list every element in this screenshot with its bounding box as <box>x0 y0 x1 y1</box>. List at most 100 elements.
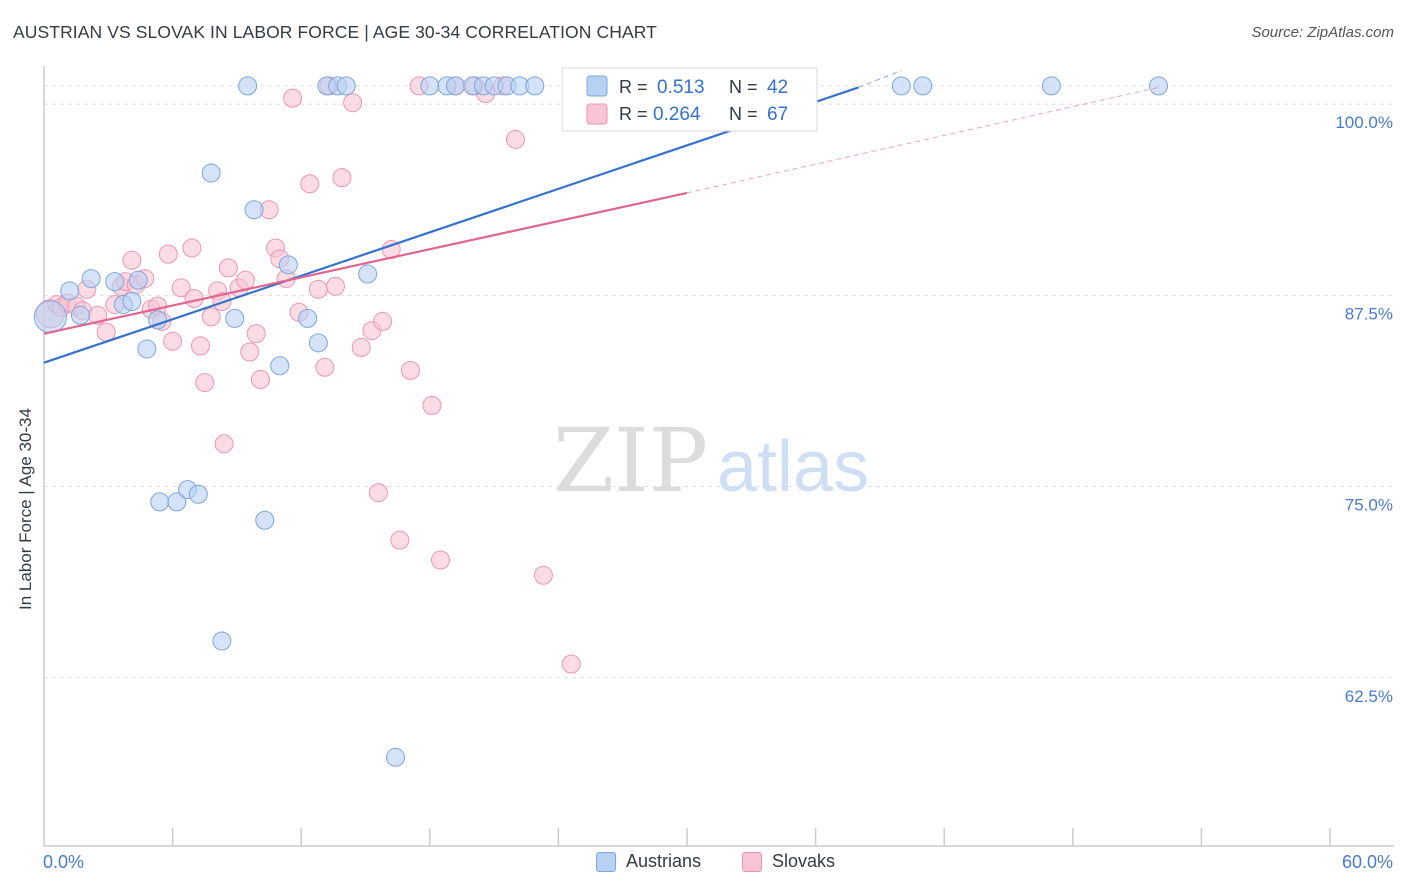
legend-swatch-slovaks <box>586 103 608 125</box>
data-point-slovak <box>235 270 255 290</box>
watermark-atlas: atlas <box>717 427 869 507</box>
y-tick-label: 100.0% <box>1335 113 1393 132</box>
data-point-slovak <box>332 168 352 188</box>
data-point-austrian <box>386 747 406 767</box>
legend-item-slovaks[interactable]: Slovaks <box>742 851 835 872</box>
legend-r-value-slovaks: 0.264 <box>653 104 701 125</box>
legend-label-slovaks: Slovaks <box>772 851 836 871</box>
data-point-austrian <box>913 76 933 96</box>
data-point-austrian <box>225 308 245 328</box>
grid-layer <box>44 85 1394 679</box>
legend-item-austrians[interactable]: Austrians <box>596 851 701 872</box>
series-slovaks <box>35 76 616 674</box>
data-point-slovak <box>373 311 393 331</box>
legend-r-value-austrians: 0.513 <box>657 77 705 98</box>
data-point-austrian <box>201 163 221 183</box>
data-point-slovak <box>122 250 142 270</box>
data-point-austrian <box>81 269 101 289</box>
data-point-slovak <box>401 360 421 380</box>
data-point-austrian <box>148 310 168 330</box>
data-point-austrian <box>278 255 298 275</box>
watermark-zip: ZIP <box>553 409 708 512</box>
legend-swatch-slovaks <box>742 851 762 872</box>
legend-swatch-austrians <box>596 851 616 872</box>
data-point-slovak <box>250 370 270 390</box>
chart-title: AUSTRIAN VS SLOVAK IN LABOR FORCE | AGE … <box>13 22 657 42</box>
data-point-austrian <box>336 76 356 96</box>
data-point-austrian <box>60 281 80 301</box>
data-point-austrian <box>188 484 208 504</box>
data-point-austrian <box>420 76 440 96</box>
data-point-austrian <box>270 356 290 376</box>
data-point-slovak <box>171 278 191 298</box>
data-point-austrian <box>358 264 378 284</box>
legend-label-austrians: Austrians <box>626 851 702 871</box>
data-point-austrian <box>525 76 545 96</box>
data-point-austrian <box>891 76 911 96</box>
y-tick-label: 75.0% <box>1345 496 1393 515</box>
legend-n-label: N = <box>729 104 758 124</box>
data-point-austrian <box>33 300 67 334</box>
data-point-slovak <box>195 373 215 393</box>
x-axis-max-label: 60.0% <box>1341 852 1393 872</box>
data-point-slovak <box>190 336 210 356</box>
data-point-slovak <box>351 337 371 357</box>
data-point-austrian <box>212 631 232 651</box>
legend-box: R = 0.513 N = 42 R = 0.264 N = 67 <box>561 67 818 132</box>
y-tick-label: 87.5% <box>1345 304 1393 323</box>
data-point-austrian <box>137 339 157 359</box>
data-point-slovak <box>218 258 238 278</box>
series-austrians <box>33 76 1169 767</box>
data-point-slovak <box>300 174 320 194</box>
data-point-slovak <box>422 396 442 416</box>
data-point-austrian <box>122 292 142 312</box>
data-point-austrian <box>1041 76 1061 96</box>
data-point-slovak <box>283 88 303 108</box>
trend-line-slovaks <box>43 191 688 335</box>
data-point-austrian <box>128 270 148 290</box>
chart-source: Source: ZipAtlas.com <box>1251 24 1394 41</box>
legend-r-label: R = <box>619 77 648 97</box>
data-point-slovak <box>182 238 202 258</box>
data-point-slovak <box>315 357 335 377</box>
trend-line-austrians-extension <box>858 70 902 88</box>
data-point-austrian <box>150 492 170 512</box>
data-point-slovak <box>561 654 581 674</box>
data-point-austrian <box>70 305 90 325</box>
data-point-austrian <box>255 510 275 530</box>
data-point-austrian <box>244 200 264 220</box>
data-point-austrian <box>105 272 125 292</box>
data-point-slovak <box>158 244 178 264</box>
data-point-slovak <box>246 324 266 344</box>
data-point-slovak <box>390 530 410 550</box>
legend-n-value-austrians: 42 <box>767 77 788 98</box>
data-point-austrian <box>167 492 187 512</box>
watermark: ZIP atlas <box>553 409 869 512</box>
data-point-austrian <box>298 308 318 328</box>
data-point-austrian <box>238 76 258 96</box>
legend-r-label: R = <box>619 104 648 124</box>
data-point-austrian <box>446 76 466 96</box>
y-tick-labels: 62.5% 75.0% 87.5% 100.0% <box>1335 113 1393 706</box>
data-point-austrian <box>308 333 328 353</box>
data-point-slovak <box>343 93 363 113</box>
legend-n-value-slovaks: 67 <box>767 104 788 125</box>
data-point-slovak <box>214 434 234 454</box>
data-point-slovak <box>506 129 526 149</box>
legend-swatch-austrians <box>586 75 608 97</box>
data-point-slovak <box>325 276 345 296</box>
bottom-legend: Austrians Slovaks <box>0 851 1406 877</box>
legend-n-label: N = <box>729 77 758 97</box>
data-point-austrian <box>1149 76 1169 96</box>
data-point-slovak <box>368 483 388 503</box>
y-tick-label: 62.5% <box>1345 687 1393 706</box>
data-point-slovak <box>163 331 183 351</box>
data-point-slovak <box>240 342 260 362</box>
axis-layer <box>43 66 1394 847</box>
trend-lines <box>43 70 1159 364</box>
trend-line-austrians <box>43 86 859 364</box>
data-point-slovak <box>431 550 451 570</box>
data-point-slovak <box>308 279 328 299</box>
data-point-slovak <box>201 307 221 327</box>
